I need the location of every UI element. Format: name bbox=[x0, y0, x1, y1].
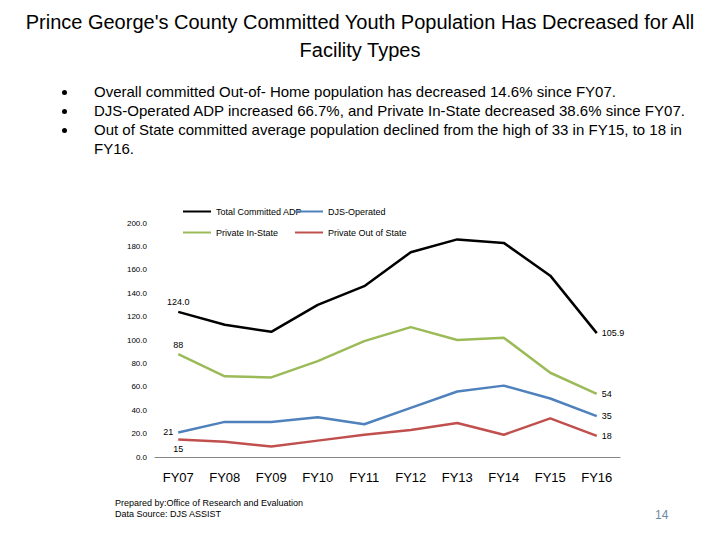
svg-text:Total Committed ADP: Total Committed ADP bbox=[216, 207, 302, 217]
html-text:Prince George's County Committ: Prince George's County Committed Youth P… bbox=[25, 11, 695, 61]
svg-text:FY13: FY13 bbox=[442, 470, 473, 485]
svg-text:FY08: FY08 bbox=[209, 470, 240, 485]
svg-text:140.0: 140.0 bbox=[127, 289, 148, 298]
html-text:DJS-Operated ADP increased 66.: DJS-Operated ADP increased 66.7%, and Pr… bbox=[94, 102, 685, 119]
svg-text:Private Out of State: Private Out of State bbox=[328, 228, 407, 238]
svg-text:20.0: 20.0 bbox=[131, 429, 147, 438]
svg-text:FY14: FY14 bbox=[488, 470, 519, 485]
svg-text:FY10: FY10 bbox=[302, 470, 333, 485]
svg-text:100.0: 100.0 bbox=[127, 336, 148, 345]
svg-text:60.0: 60.0 bbox=[131, 382, 147, 391]
svg-text:15: 15 bbox=[173, 444, 183, 454]
html-text:Out of State committed average: Out of State committed average populatio… bbox=[94, 121, 682, 157]
svg-text:40.0: 40.0 bbox=[131, 406, 147, 415]
svg-text:DJS-Operated: DJS-Operated bbox=[328, 207, 386, 217]
html-text:Data Source: DJS ASSIST: Data Source: DJS ASSIST bbox=[115, 509, 221, 519]
svg-text:180.0: 180.0 bbox=[127, 242, 148, 251]
svg-text:21: 21 bbox=[163, 427, 173, 437]
svg-text:120.0: 120.0 bbox=[127, 312, 148, 321]
svg-text:FY09: FY09 bbox=[256, 470, 287, 485]
svg-text:54: 54 bbox=[602, 389, 612, 399]
svg-text:FY15: FY15 bbox=[535, 470, 566, 485]
svg-text:105.9: 105.9 bbox=[602, 328, 625, 338]
svg-text:FY11: FY11 bbox=[349, 470, 379, 485]
html-text:Overall committed Out-of- Home: Overall committed Out-of- Home populatio… bbox=[94, 83, 616, 100]
svg-text:FY16: FY16 bbox=[581, 470, 612, 485]
html-text:Prepared by:Office of Research: Prepared by:Office of Research and Evalu… bbox=[115, 498, 303, 508]
svg-text:88: 88 bbox=[173, 340, 183, 350]
svg-text:18: 18 bbox=[602, 431, 612, 441]
svg-text:35: 35 bbox=[602, 411, 612, 421]
svg-text:0.0: 0.0 bbox=[136, 453, 148, 462]
svg-text:Private In-State: Private In-State bbox=[216, 228, 278, 238]
svg-text:200.0: 200.0 bbox=[127, 219, 148, 228]
svg-text:160.0: 160.0 bbox=[127, 265, 148, 274]
html-text:14: 14 bbox=[655, 508, 669, 522]
svg-text:FY12: FY12 bbox=[395, 470, 426, 485]
svg-text:80.0: 80.0 bbox=[131, 359, 147, 368]
svg-text:124.0: 124.0 bbox=[167, 297, 190, 307]
svg-text:FY07: FY07 bbox=[163, 470, 194, 485]
